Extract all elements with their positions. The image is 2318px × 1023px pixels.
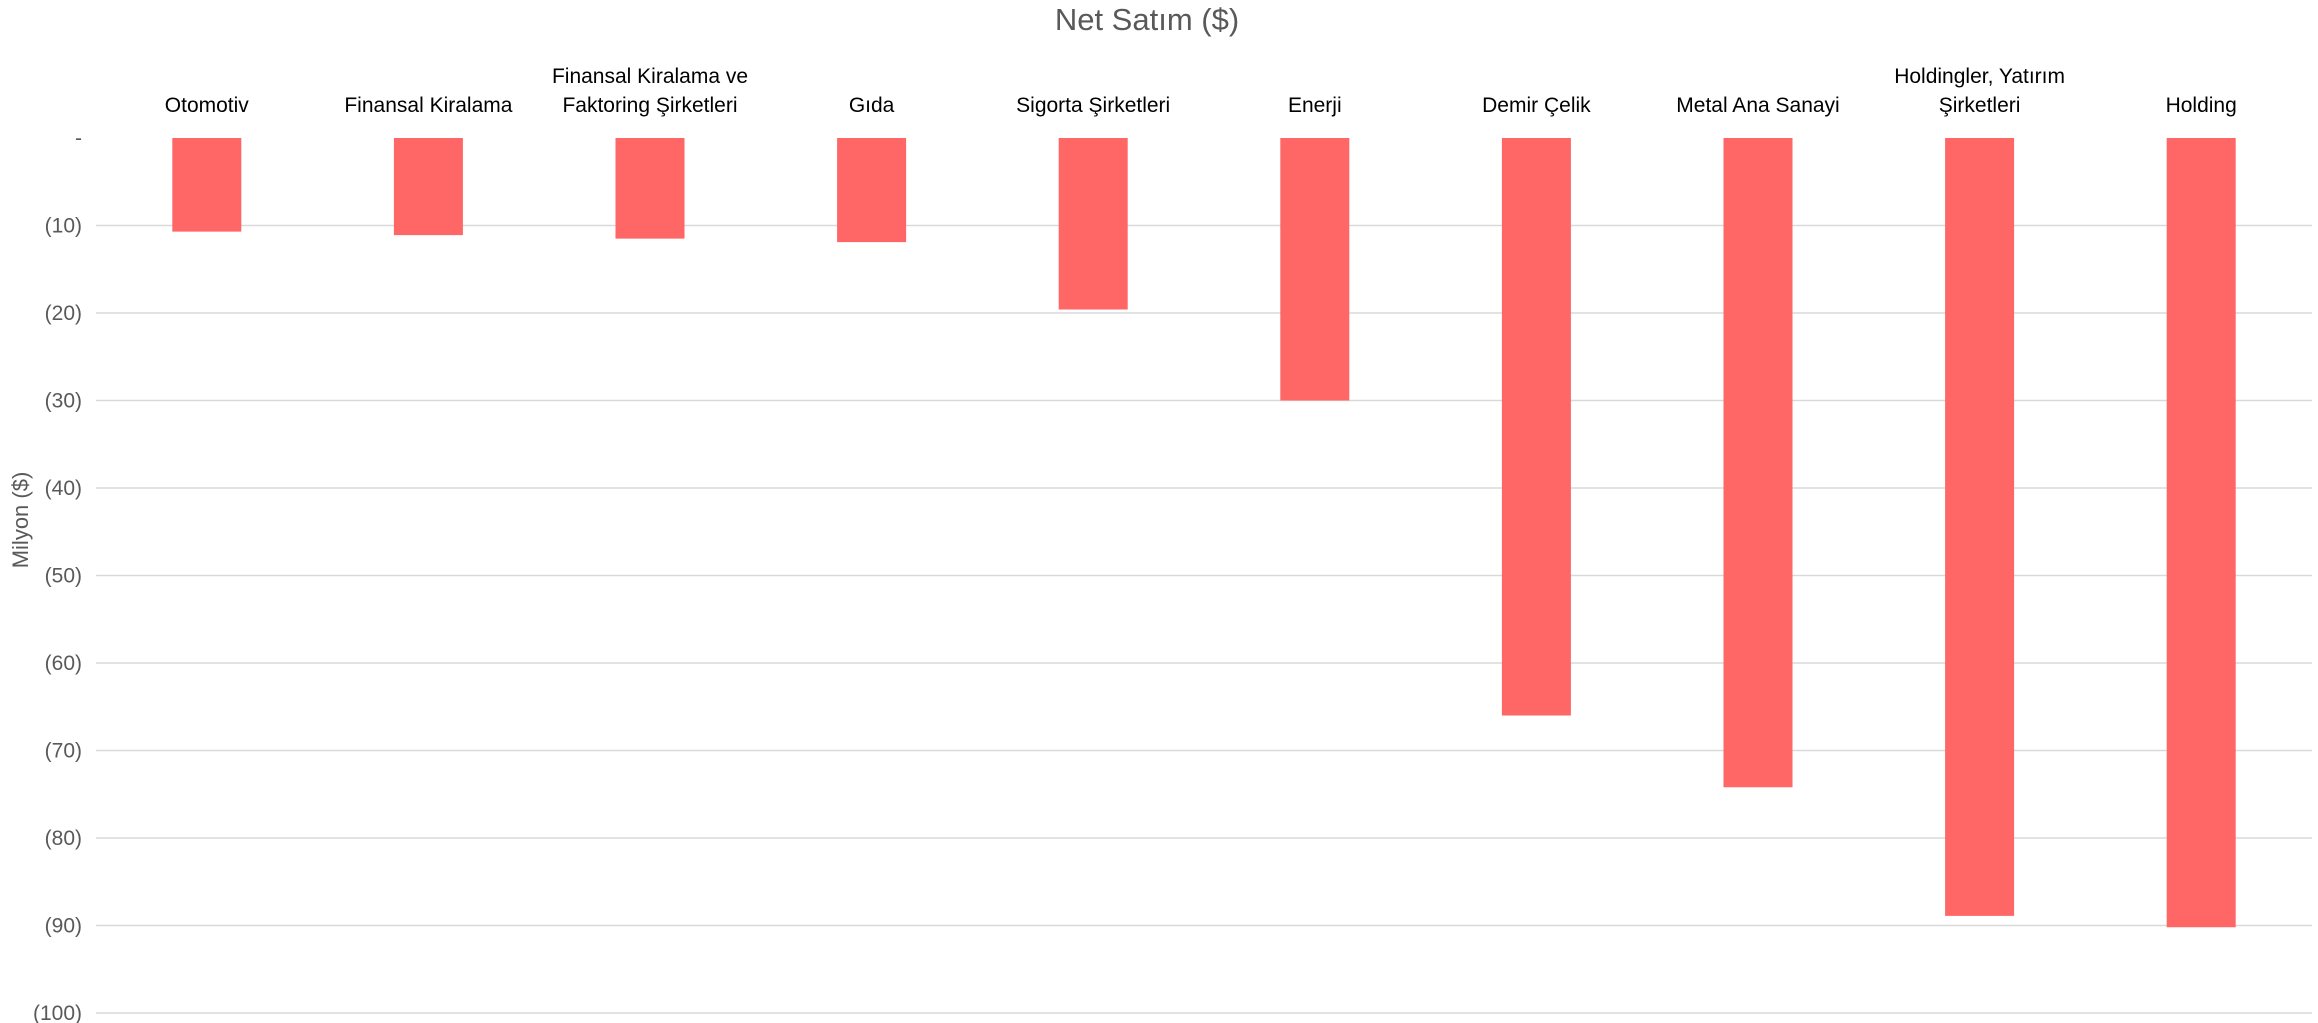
y-axis-label: Milyon ($) — [8, 472, 33, 569]
gridlines — [96, 224, 2312, 1014]
x-tick-label: Enerji — [1288, 94, 1342, 117]
bar — [1280, 138, 1350, 401]
x-tick-label: Holding — [2166, 94, 2237, 117]
bar — [615, 138, 685, 239]
x-tick-label: Finansal Kiralama ve — [552, 65, 748, 88]
y-tick-label: (10) — [45, 215, 82, 238]
y-tick-label: (60) — [45, 652, 82, 675]
x-tick-label: Faktoring Şirketleri — [562, 94, 737, 117]
bar — [1501, 138, 1571, 716]
x-tick-labels: Otomotiv Finansal Kiralama Finansal Kirala… — [165, 65, 2237, 117]
bar — [837, 138, 907, 243]
y-tick-label: - — [75, 127, 82, 150]
x-tick-label: Şirketleri — [1939, 94, 2021, 117]
x-tick-label: Gıda — [849, 94, 895, 117]
bar — [1058, 138, 1128, 310]
bar — [172, 138, 242, 232]
y-tick-label: (20) — [45, 302, 82, 325]
x-tick-label: Demir Çelik — [1482, 94, 1591, 117]
x-tick-label: Finansal Kiralama — [344, 94, 512, 117]
y-tick-label: (30) — [45, 390, 82, 413]
x-tick-label: Holdingler, Yatırım — [1894, 65, 2065, 88]
y-tick-labels: - (10) (20) (30) (40) (50) (60) (70) (80) (90) (10… — [33, 127, 82, 1023]
x-tick-label: Otomotiv — [165, 94, 250, 117]
bar — [1945, 138, 2015, 916]
y-tick-label: (50) — [45, 565, 82, 588]
chart-title: Net Satım ($) — [1055, 2, 1239, 37]
x-tick-label: Metal Ana Sanayi — [1676, 94, 1839, 117]
y-tick-label: (100) — [33, 1002, 82, 1023]
y-tick-label: (40) — [45, 477, 82, 500]
y-tick-label: (80) — [45, 827, 82, 850]
bar — [393, 138, 463, 236]
y-tick-label: (90) — [45, 915, 82, 938]
x-tick-label: Sigorta Şirketleri — [1016, 94, 1170, 117]
y-tick-label: (70) — [45, 740, 82, 763]
bar — [2166, 138, 2236, 928]
bar — [1723, 138, 1793, 788]
bars — [172, 138, 2236, 928]
